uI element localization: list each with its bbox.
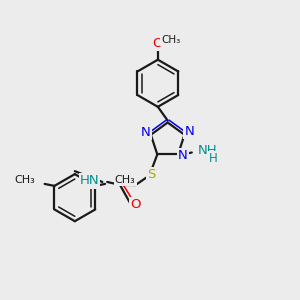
Text: S: S — [147, 168, 156, 181]
Text: O: O — [153, 37, 163, 50]
Text: NH: NH — [198, 144, 217, 157]
Text: CH₃: CH₃ — [14, 175, 35, 185]
Text: H: H — [209, 152, 218, 165]
Text: N: N — [184, 125, 194, 138]
Text: CH₃: CH₃ — [115, 175, 136, 185]
Text: HN: HN — [80, 175, 99, 188]
Text: CH₃: CH₃ — [161, 35, 180, 45]
Text: N: N — [141, 126, 151, 139]
Text: O: O — [130, 198, 141, 211]
Text: N: N — [178, 149, 188, 162]
